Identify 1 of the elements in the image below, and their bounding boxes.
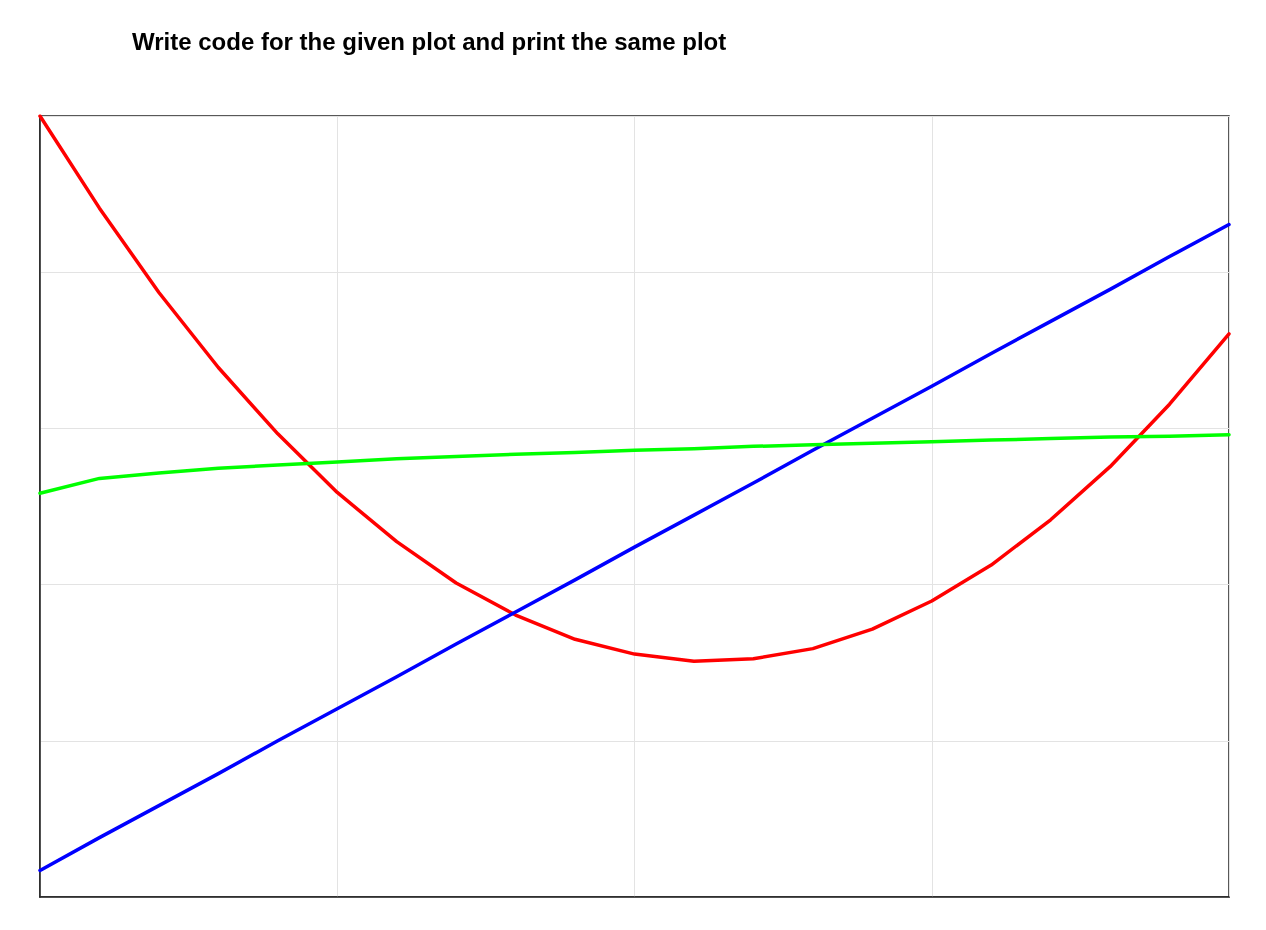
chart-title: Write code for the given plot and print the same plot xyxy=(132,27,727,55)
